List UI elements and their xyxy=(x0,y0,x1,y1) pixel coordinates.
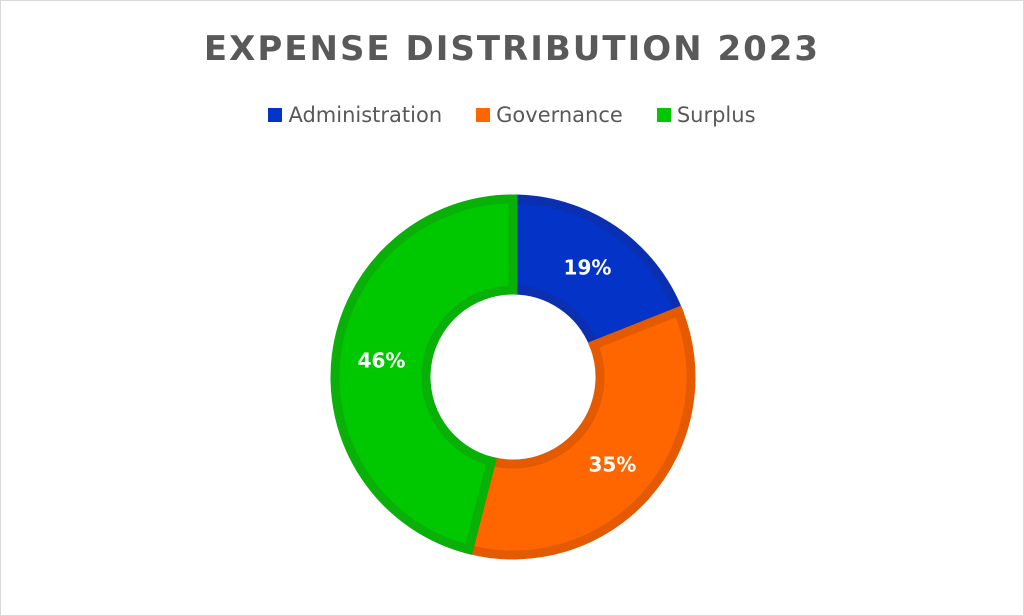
slice-surplus xyxy=(330,194,518,555)
legend-label-surplus: Surplus xyxy=(676,103,756,127)
chart-title: EXPENSE DISTRIBUTION 2023 xyxy=(203,29,821,69)
slice-administration xyxy=(508,194,685,351)
legend-label-governance: Governance xyxy=(496,103,623,127)
slice-label-governance: 35% xyxy=(588,453,636,477)
legend: Administration Governance Surplus xyxy=(1,103,1023,127)
slice-label-surplus: 46% xyxy=(358,348,406,372)
legend-item-administration: Administration xyxy=(268,103,442,127)
slice-governance xyxy=(463,305,696,560)
legend-swatch-administration xyxy=(268,108,283,122)
legend-label-administration: Administration xyxy=(288,103,443,127)
slice-label-administration: 19% xyxy=(564,255,612,279)
legend-item-surplus: Surplus xyxy=(656,103,756,127)
legend-swatch-surplus xyxy=(656,108,671,122)
legend-swatch-governance xyxy=(476,108,491,122)
legend-item-governance: Governance xyxy=(476,103,623,127)
